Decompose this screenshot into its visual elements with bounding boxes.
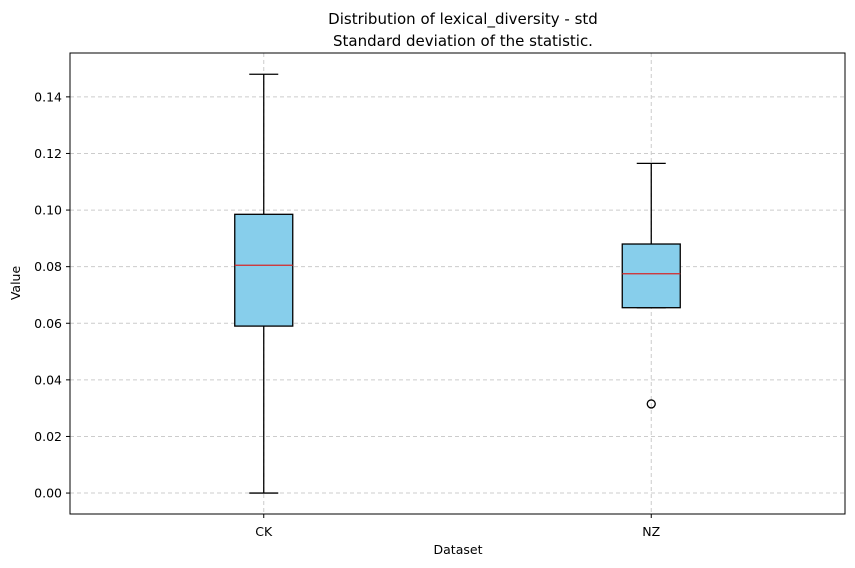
y-axis-label: Value	[8, 266, 23, 301]
iqr-box	[234, 213, 294, 327]
y-tick-label: 0.10	[34, 203, 62, 218]
axis-ticks: 0.00 0.02 0.04 0.06 0.08 0.10 0.12 0.14 CK NZ	[34, 89, 660, 539]
y-tick-label: 0.02	[34, 429, 62, 444]
iqr-box	[621, 243, 681, 309]
y-tick-label: 0.14	[34, 89, 62, 104]
y-tick-label: 0.06	[34, 316, 62, 331]
plot-frame	[69, 52, 846, 515]
box-nz	[621, 162, 681, 409]
outlier-point	[646, 399, 656, 409]
y-tick-label: 0.00	[34, 486, 62, 501]
grid-lines	[70, 53, 845, 514]
x-tick-label: CK	[255, 524, 273, 539]
x-tick-label: NZ	[642, 524, 660, 539]
y-tick-label: 0.08	[34, 259, 62, 274]
x-axis-label: Dataset	[434, 542, 483, 557]
box-ck	[234, 73, 294, 494]
y-tick-label: 0.12	[34, 146, 62, 161]
chart-subtitle: Standard deviation of the statistic.	[333, 32, 593, 50]
y-tick-label: 0.04	[34, 372, 62, 387]
chart-title: Distribution of lexical_diversity - std	[328, 10, 598, 29]
box-series	[234, 73, 681, 494]
